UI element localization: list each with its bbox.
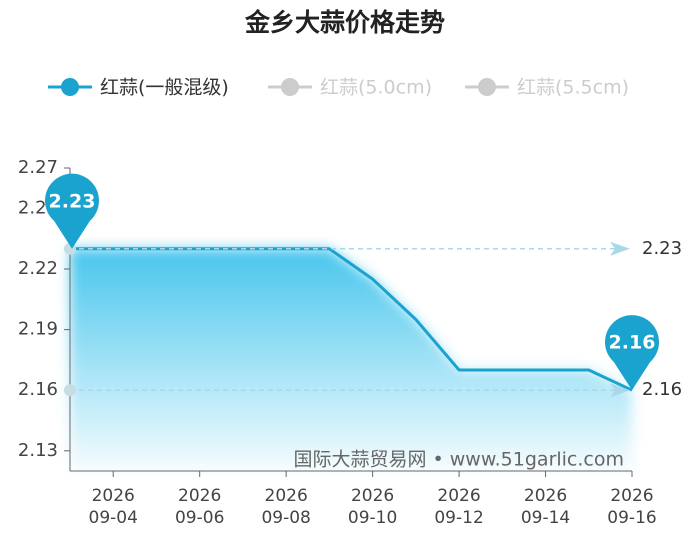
legend-label: 红蒜(5.5cm)	[517, 77, 629, 99]
x-tick-label: 2026 09-10	[347, 486, 398, 528]
legend-item[interactable]: 红蒜(一般混级)	[48, 77, 229, 99]
x-tick-label: 2026 09-16	[607, 486, 657, 528]
x-tick-label: 2026 09-12	[434, 486, 484, 528]
legend-item[interactable]: 红蒜(5.0cm)	[268, 77, 432, 99]
pin-label: 2.23	[49, 190, 96, 212]
x-tick-label: 2026 09-06	[174, 486, 225, 528]
mark-line-start	[64, 384, 76, 397]
pin	[44, 173, 99, 249]
mark-line-label: 2.23	[642, 238, 682, 259]
x-tick-label: 2026 09-14	[520, 486, 571, 528]
y-tick-label: 2.27	[18, 157, 58, 178]
pin-label: 2.16	[609, 332, 656, 354]
legend-dot	[61, 78, 79, 96]
legend-label: 红蒜(5.0cm)	[320, 77, 432, 99]
y-tick-label: 2.13	[18, 440, 58, 461]
legend-dot	[281, 78, 299, 96]
watermark: 国际大蒜贸易网 • www.51garlic.com	[293, 449, 624, 471]
y-tick-label: 2.22	[18, 258, 58, 279]
y-tick-label: 2.19	[18, 319, 58, 340]
mark-line-label: 2.16	[642, 379, 682, 400]
x-tick-label: 2026 09-04	[88, 486, 138, 528]
legend-item[interactable]: 红蒜(5.5cm)	[465, 77, 629, 99]
mark-line-arrow	[610, 241, 630, 256]
mark-line-arrow	[610, 383, 630, 398]
pin	[605, 315, 660, 391]
y-tick-label: 2.16	[18, 379, 58, 400]
x-tick-label: 2026 09-08	[261, 486, 311, 528]
legend-label: 红蒜(一般混级)	[100, 77, 229, 99]
chart-title: 金乡大蒜价格走势	[244, 8, 445, 37]
area	[70, 248, 632, 471]
legend-dot	[478, 78, 496, 96]
